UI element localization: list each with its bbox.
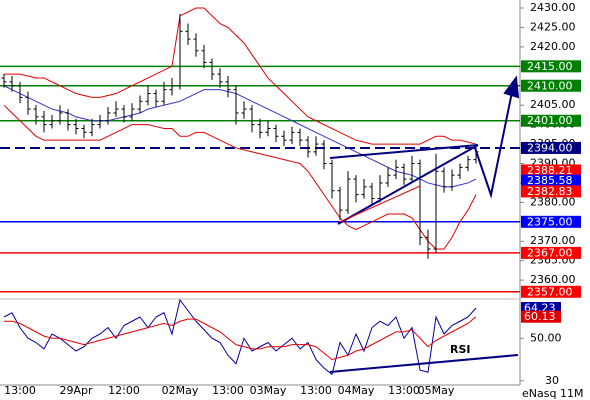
x-tick-label: 12:00 [108,384,140,397]
trend-line [329,144,479,159]
level-box-bg [521,185,581,198]
trend-line [337,144,479,225]
x-tick-label: 13:00 [212,384,244,397]
level-box: 2394.00 [521,141,581,154]
arrow-head [503,75,520,99]
level-box: 2410.00 [521,79,581,92]
x-tick-label: 13:00 [388,384,420,397]
value-box: 60.13 [521,310,561,323]
x-tick-label: 13:00 [4,384,36,397]
level-label: 2375.00 [527,215,573,228]
level-box-bg [521,215,581,228]
level-label: 2415.00 [527,60,573,73]
y-tick-label: 2405.00 [530,98,576,111]
x-tick-label: 29Apr [59,384,93,397]
y-tick-label: 2425.00 [530,20,576,33]
value-box-bg [521,310,561,323]
level-box-bg [521,114,581,127]
indicator-line [4,7,477,145]
level-box-bg [521,246,581,259]
panel-title: RSI [450,343,471,356]
level-label: 2410.00 [527,79,573,92]
projection-arrow [473,91,513,199]
x-tick-label: 02May [162,384,199,397]
level-box: 2401.00 [521,114,581,127]
level-box-bg [521,60,581,73]
level-box-bg [521,141,581,154]
level-label: 2388.21 [527,164,573,177]
level-box: 2415.00 [521,60,581,73]
level-box: 2385.58 [521,174,581,187]
level-label: 2357.00 [527,285,573,298]
y-tick-label: 2430.00 [530,1,576,14]
level-box: 2382.83 [521,185,581,198]
level-box: 2357.00 [521,285,581,298]
y-tick-label: 30 [545,374,559,387]
y-tick-label: 2420.00 [530,40,576,53]
rsi-trend-line [329,354,519,373]
rsi-line [4,316,477,361]
level-box: 2375.00 [521,215,581,228]
level-label: 2382.83 [527,185,573,198]
y-tick-label: 50.00 [530,331,562,344]
rsi-line [3,298,477,376]
level-label: 2367.00 [527,246,573,259]
y-tick-label: 2380.00 [530,195,576,208]
level-box-bg [521,79,581,92]
x-tick-label: 03May [250,384,287,397]
x-tick-label: 04May [338,384,375,397]
level-box: 2388.21 [521,164,581,177]
indicator-line [3,85,477,188]
level-box-bg [521,164,581,177]
y-tick-label: 2370.00 [530,234,576,247]
trend-line [339,185,421,223]
marks: 2360.002365.002370.002375.002380.002385.… [0,1,581,397]
annotations [329,75,520,373]
value-label: 60.13 [524,310,556,323]
level-label: 2394.00 [527,141,573,154]
level-box: 2367.00 [521,246,581,259]
level-label: 2385.58 [527,174,573,187]
level-label: 2401.00 [527,114,573,127]
source: eNasq 11M [522,387,583,400]
x-tick-label: 05May [418,384,455,397]
level-box-bg [521,174,581,187]
x-tick-label: 13:00 [300,384,332,397]
y-tick-label: 2360.00 [530,273,576,286]
indicator-line [3,104,477,250]
level-box-bg [521,285,581,298]
